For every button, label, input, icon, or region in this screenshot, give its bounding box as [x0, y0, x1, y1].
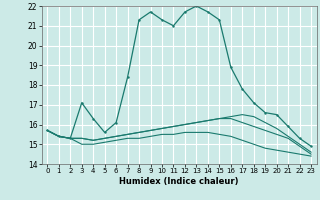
X-axis label: Humidex (Indice chaleur): Humidex (Indice chaleur)	[119, 177, 239, 186]
